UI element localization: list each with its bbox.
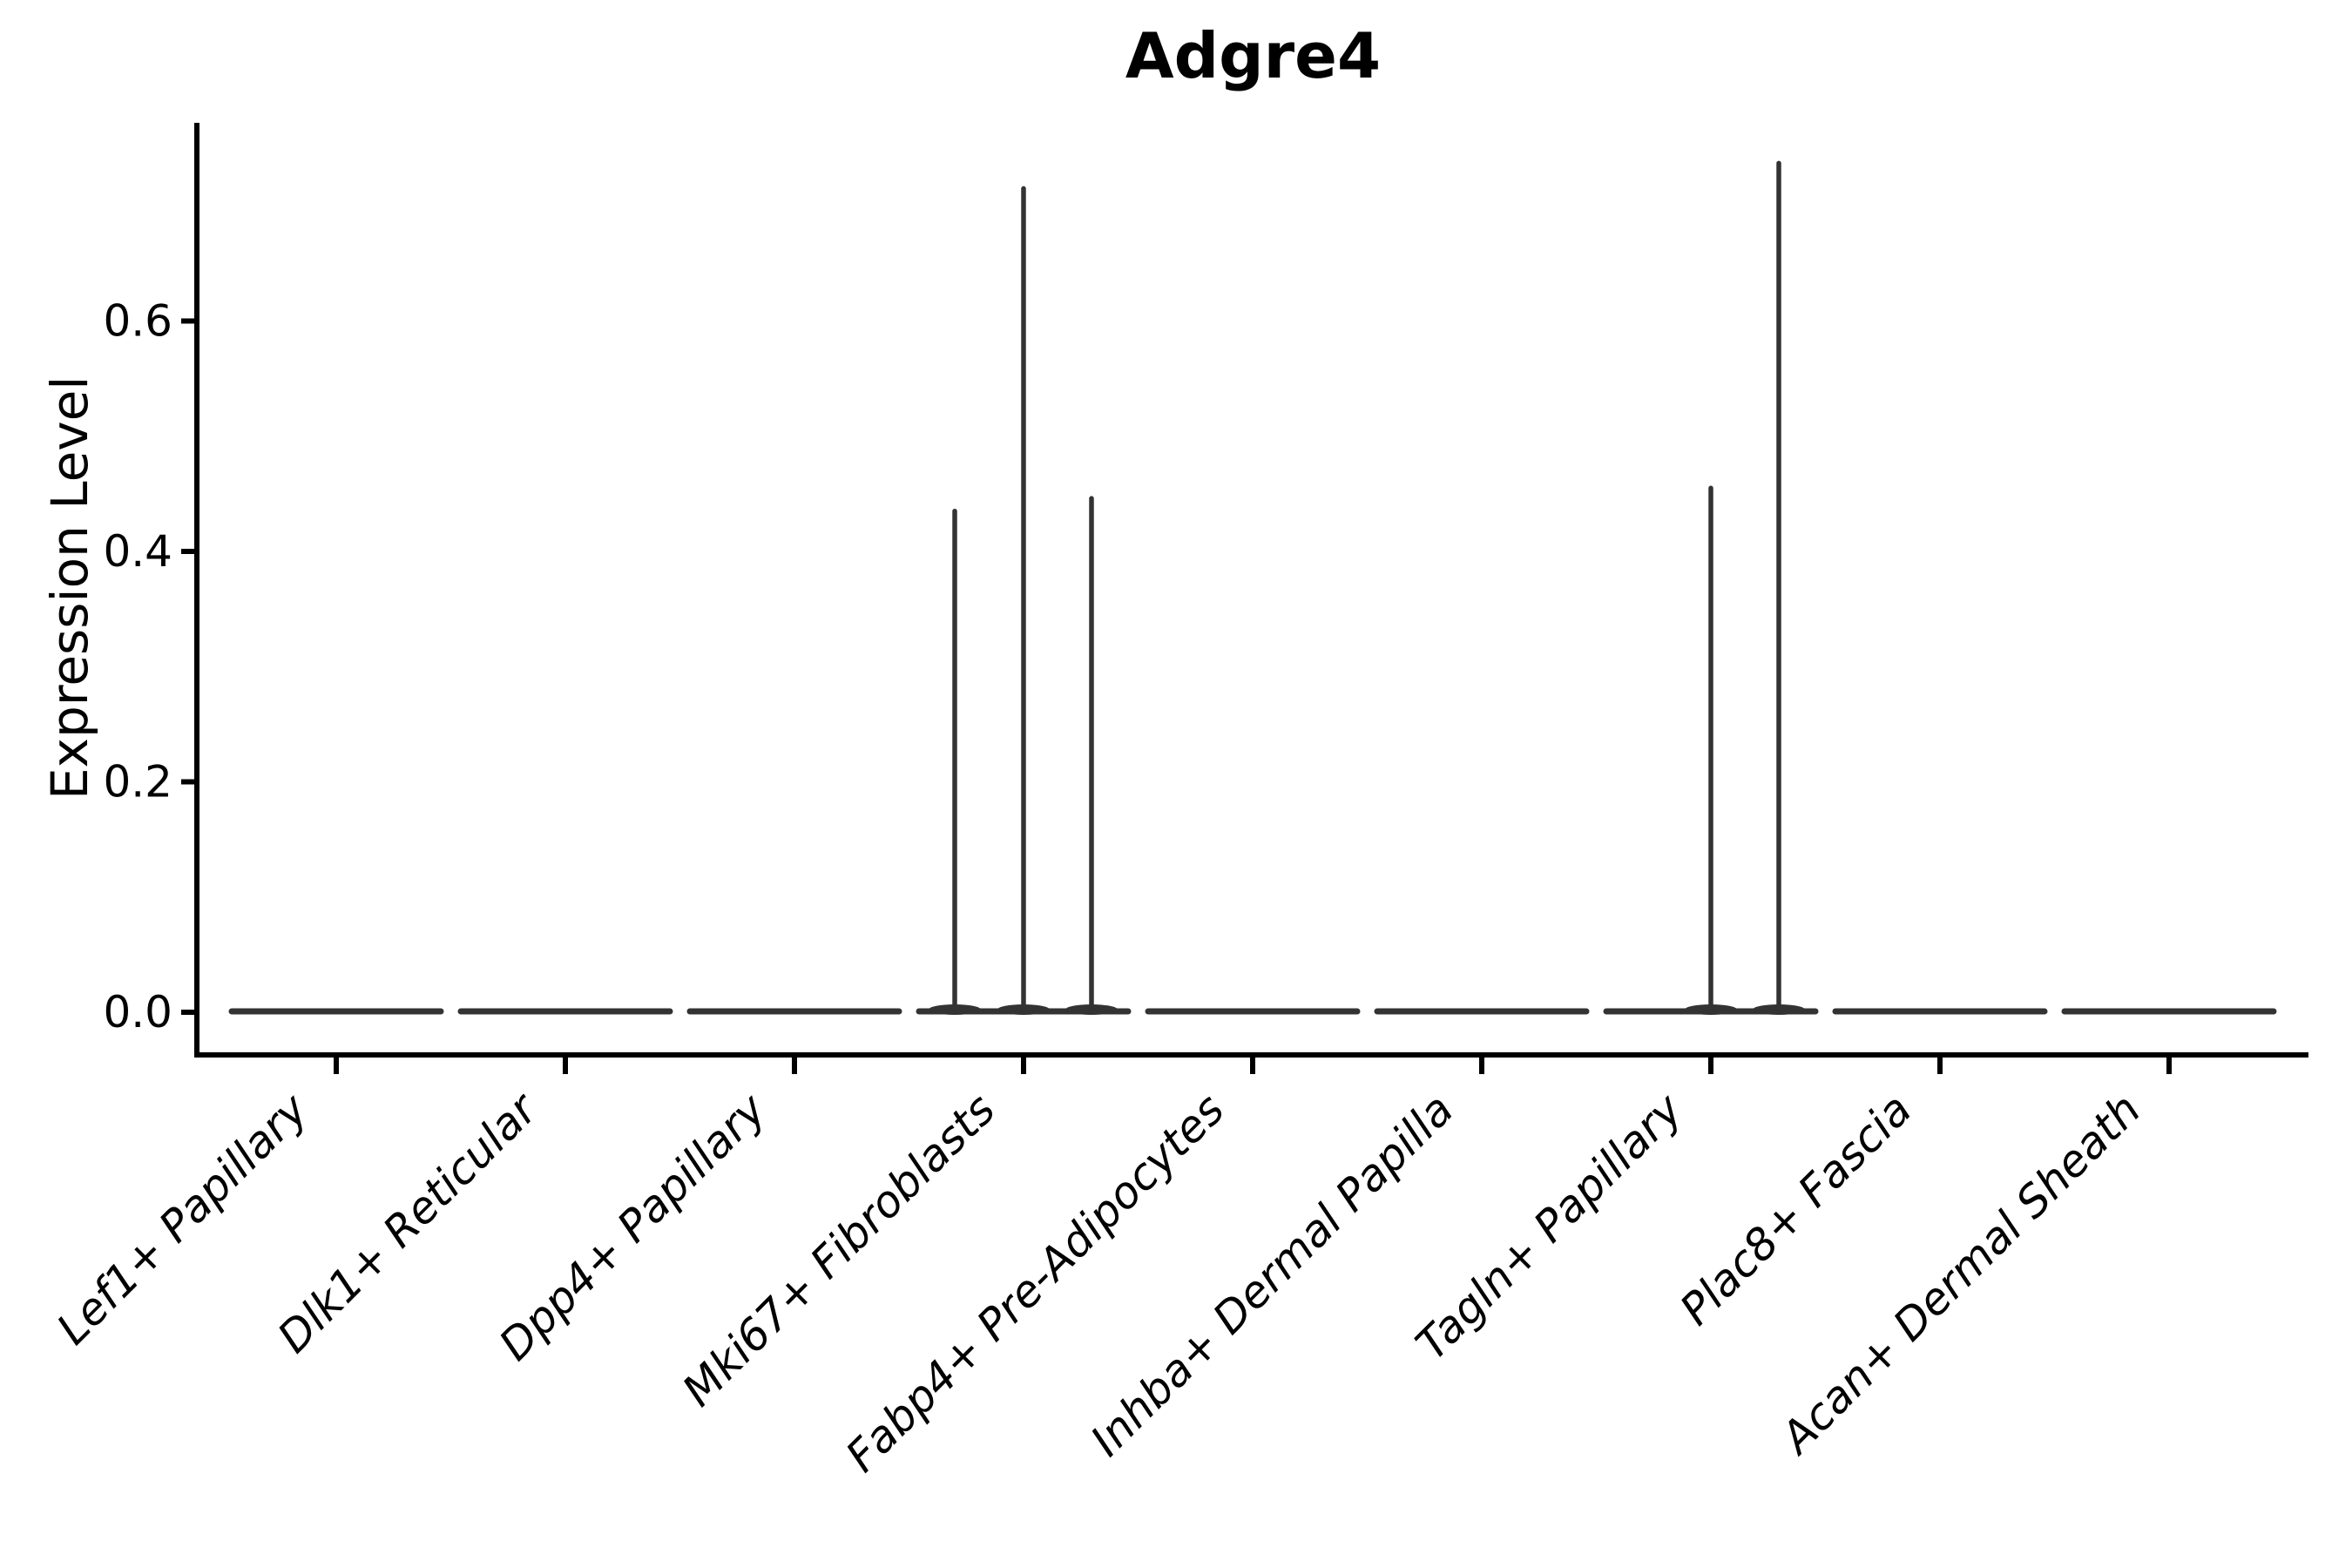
x-category-label: Fabp4+ Pre-Adipocytes — [836, 1084, 1234, 1482]
y-tick-label: 0.6 — [103, 296, 172, 347]
x-category-label: Lef1+ Papillary — [47, 1083, 318, 1354]
x-category-label: Inhba+ Dermal Papilla — [1081, 1084, 1463, 1465]
y-tick-label: 0.2 — [103, 757, 172, 808]
y-tick-label: 0.4 — [103, 526, 172, 577]
plot-title: Adgre4 — [1125, 19, 1382, 92]
x-category-label: Plac8+ Fascia — [1671, 1084, 1922, 1335]
x-category-label: Acan+ Dermal Sheath — [1770, 1084, 2151, 1464]
y-tick-label: 0.0 — [103, 987, 172, 1037]
